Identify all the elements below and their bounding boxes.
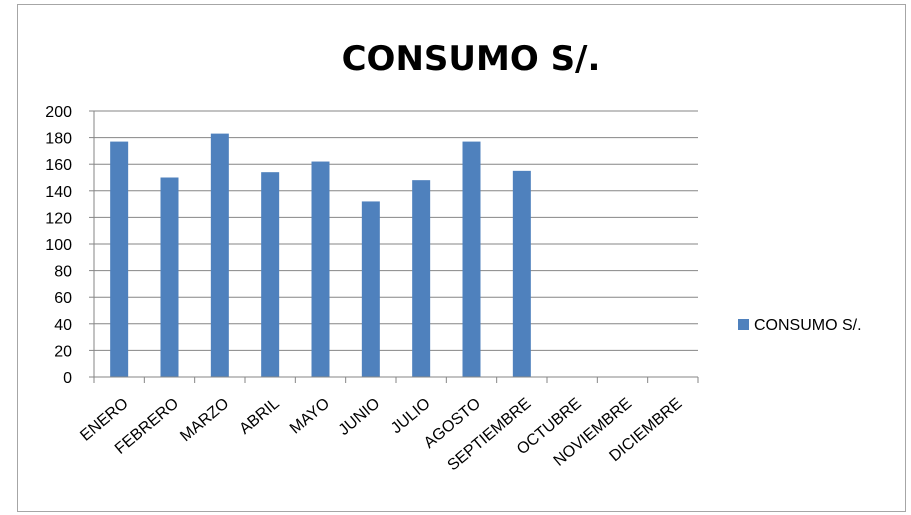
x-tick-label: JUNIO xyxy=(336,395,384,439)
x-tick-label: MAYO xyxy=(287,395,333,438)
bars xyxy=(110,133,531,377)
y-tick-label: 40 xyxy=(54,317,72,334)
y-tick-label: 160 xyxy=(45,157,72,174)
y-tick-label: 140 xyxy=(45,184,72,201)
bar xyxy=(110,141,129,377)
y-tick-label: 80 xyxy=(54,264,72,281)
x-tick-label: MARZO xyxy=(177,395,232,445)
bar xyxy=(462,141,481,377)
y-tick-label: 100 xyxy=(45,237,72,254)
gridlines xyxy=(89,110,698,378)
legend-label: CONSUMO S/. xyxy=(754,317,862,334)
bar xyxy=(210,133,229,377)
y-tick-label: 20 xyxy=(54,343,72,360)
x-tick-label: ABRIL xyxy=(236,395,282,438)
chart-title: CONSUMO S/. xyxy=(342,39,601,79)
y-tick-labels: 0 20 40 60 80 100 120 140 160 180 200 xyxy=(45,104,72,387)
y-tick-label: 60 xyxy=(54,290,72,307)
y-tick-label: 200 xyxy=(45,104,72,121)
y-tick-label: 0 xyxy=(63,370,72,387)
bar xyxy=(361,201,380,377)
axes xyxy=(93,111,699,383)
x-tick-label: JULIO xyxy=(388,395,434,437)
bar xyxy=(160,177,179,377)
bar xyxy=(412,180,431,377)
bar xyxy=(261,172,280,377)
bar xyxy=(512,170,531,377)
y-tick-label: 120 xyxy=(45,210,72,227)
y-tick-label: 180 xyxy=(45,131,72,148)
bar xyxy=(311,161,330,377)
legend-swatch xyxy=(738,319,749,330)
legend: CONSUMO S/. xyxy=(738,317,862,334)
